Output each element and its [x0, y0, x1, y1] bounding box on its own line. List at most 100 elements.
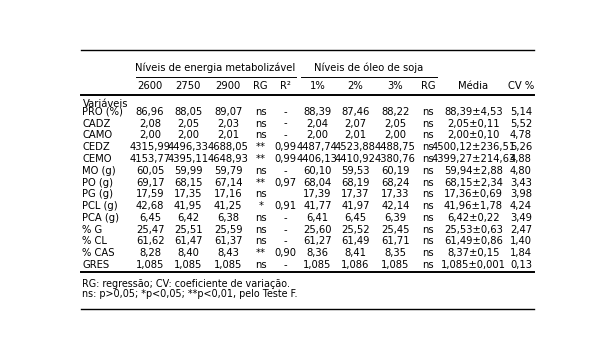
Text: ns: ns	[422, 225, 434, 235]
Text: 4500,12±236,51: 4500,12±236,51	[431, 142, 515, 152]
Text: 4496,33: 4496,33	[168, 142, 209, 152]
Text: 89,07: 89,07	[214, 107, 242, 117]
Text: 2%: 2%	[347, 81, 364, 91]
Text: **: **	[256, 248, 266, 258]
Text: 2,00: 2,00	[139, 130, 161, 140]
Text: 42,14: 42,14	[381, 201, 410, 211]
Text: ns: ns	[422, 130, 434, 140]
Text: -: -	[284, 225, 287, 235]
Text: ns: ns	[422, 166, 434, 176]
Text: 4,24: 4,24	[510, 201, 532, 211]
Text: 2,05: 2,05	[385, 119, 407, 129]
Text: 2,04: 2,04	[307, 119, 328, 129]
Text: 1,085: 1,085	[174, 260, 202, 270]
Text: Média: Média	[458, 81, 488, 91]
Text: 1,085: 1,085	[381, 260, 410, 270]
Text: ns: ns	[422, 236, 434, 246]
Text: RG: RG	[421, 81, 436, 91]
Text: 25,60: 25,60	[303, 225, 332, 235]
Text: 2,47: 2,47	[510, 225, 532, 235]
Text: 2,08: 2,08	[139, 119, 161, 129]
Text: 8,37±0,15: 8,37±0,15	[447, 248, 500, 258]
Text: 1,085: 1,085	[303, 260, 332, 270]
Text: 2,00: 2,00	[177, 130, 199, 140]
Text: 4315,99: 4315,99	[130, 142, 170, 152]
Text: 6,45: 6,45	[139, 213, 161, 223]
Text: 1,085±0,001: 1,085±0,001	[441, 260, 506, 270]
Text: 0,13: 0,13	[510, 260, 532, 270]
Text: 4410,92: 4410,92	[335, 154, 376, 164]
Text: PCL (g): PCL (g)	[82, 201, 118, 211]
Text: 4488,75: 4488,75	[375, 142, 416, 152]
Text: 8,28: 8,28	[139, 248, 161, 258]
Text: 59,99: 59,99	[174, 166, 203, 176]
Text: 4,78: 4,78	[510, 130, 532, 140]
Text: -: -	[284, 107, 287, 117]
Text: 17,16: 17,16	[214, 189, 242, 199]
Text: -: -	[284, 260, 287, 270]
Text: 25,51: 25,51	[174, 225, 203, 235]
Text: 5,26: 5,26	[510, 142, 532, 152]
Text: **: **	[256, 142, 266, 152]
Text: 4648,93: 4648,93	[208, 154, 248, 164]
Text: 17,37: 17,37	[341, 189, 370, 199]
Text: ns: ns	[422, 107, 434, 117]
Text: 0,90: 0,90	[274, 248, 296, 258]
Text: -: -	[284, 130, 287, 140]
Text: 4406,13: 4406,13	[297, 154, 338, 164]
Text: 2,00: 2,00	[385, 130, 406, 140]
Text: 68,15±2,34: 68,15±2,34	[444, 178, 503, 188]
Text: **: **	[256, 154, 266, 164]
Text: 4523,88: 4523,88	[335, 142, 376, 152]
Text: PRO (%): PRO (%)	[82, 107, 124, 117]
Text: 6,42±0,22: 6,42±0,22	[447, 213, 500, 223]
Text: 61,27: 61,27	[303, 236, 332, 246]
Text: 41,95: 41,95	[174, 201, 202, 211]
Text: 69,17: 69,17	[136, 178, 164, 188]
Text: 4,88: 4,88	[510, 154, 532, 164]
Text: ns: ns	[255, 130, 266, 140]
Text: % G: % G	[82, 225, 103, 235]
Text: Níveis de óleo de soja: Níveis de óleo de soja	[314, 62, 424, 73]
Text: ns: ns	[255, 119, 266, 129]
Text: ns: ns	[255, 107, 266, 117]
Text: ns: ns	[255, 260, 266, 270]
Text: -: -	[284, 119, 287, 129]
Text: ns: ns	[422, 260, 434, 270]
Text: 2,05: 2,05	[177, 119, 199, 129]
Text: 59,53: 59,53	[341, 166, 370, 176]
Text: MO (g): MO (g)	[82, 166, 116, 176]
Text: 4,80: 4,80	[510, 166, 532, 176]
Text: 1%: 1%	[310, 81, 325, 91]
Text: 68,24: 68,24	[381, 178, 410, 188]
Text: ns: ns	[422, 178, 434, 188]
Text: 8,43: 8,43	[217, 248, 239, 258]
Text: 3%: 3%	[388, 81, 403, 91]
Text: Variáveis: Variáveis	[82, 99, 128, 109]
Text: 60,10: 60,10	[303, 166, 332, 176]
Text: *: *	[258, 201, 263, 211]
Text: 3,49: 3,49	[510, 213, 532, 223]
Text: 61,49±0,86: 61,49±0,86	[444, 236, 503, 246]
Text: R²: R²	[280, 81, 291, 91]
Text: 88,39: 88,39	[303, 107, 331, 117]
Text: 8,40: 8,40	[177, 248, 199, 258]
Text: 68,04: 68,04	[303, 178, 331, 188]
Text: 41,96±1,78: 41,96±1,78	[444, 201, 503, 211]
Text: -: -	[284, 236, 287, 246]
Text: 25,59: 25,59	[214, 225, 242, 235]
Text: 88,39±4,53: 88,39±4,53	[444, 107, 503, 117]
Text: ns: ns	[255, 166, 266, 176]
Text: 2,07: 2,07	[344, 119, 367, 129]
Text: **: **	[256, 178, 266, 188]
Text: 6,41: 6,41	[306, 213, 328, 223]
Text: 8,35: 8,35	[385, 248, 406, 258]
Text: 17,59: 17,59	[136, 189, 164, 199]
Text: ns: ns	[422, 142, 434, 152]
Text: Níveis de energia metabolizável: Níveis de energia metabolizável	[134, 62, 295, 73]
Text: ns: ns	[422, 154, 434, 164]
Text: % CL: % CL	[82, 236, 107, 246]
Text: 59,94±2,88: 59,94±2,88	[444, 166, 503, 176]
Text: CEMO: CEMO	[82, 154, 112, 164]
Text: 88,05: 88,05	[174, 107, 202, 117]
